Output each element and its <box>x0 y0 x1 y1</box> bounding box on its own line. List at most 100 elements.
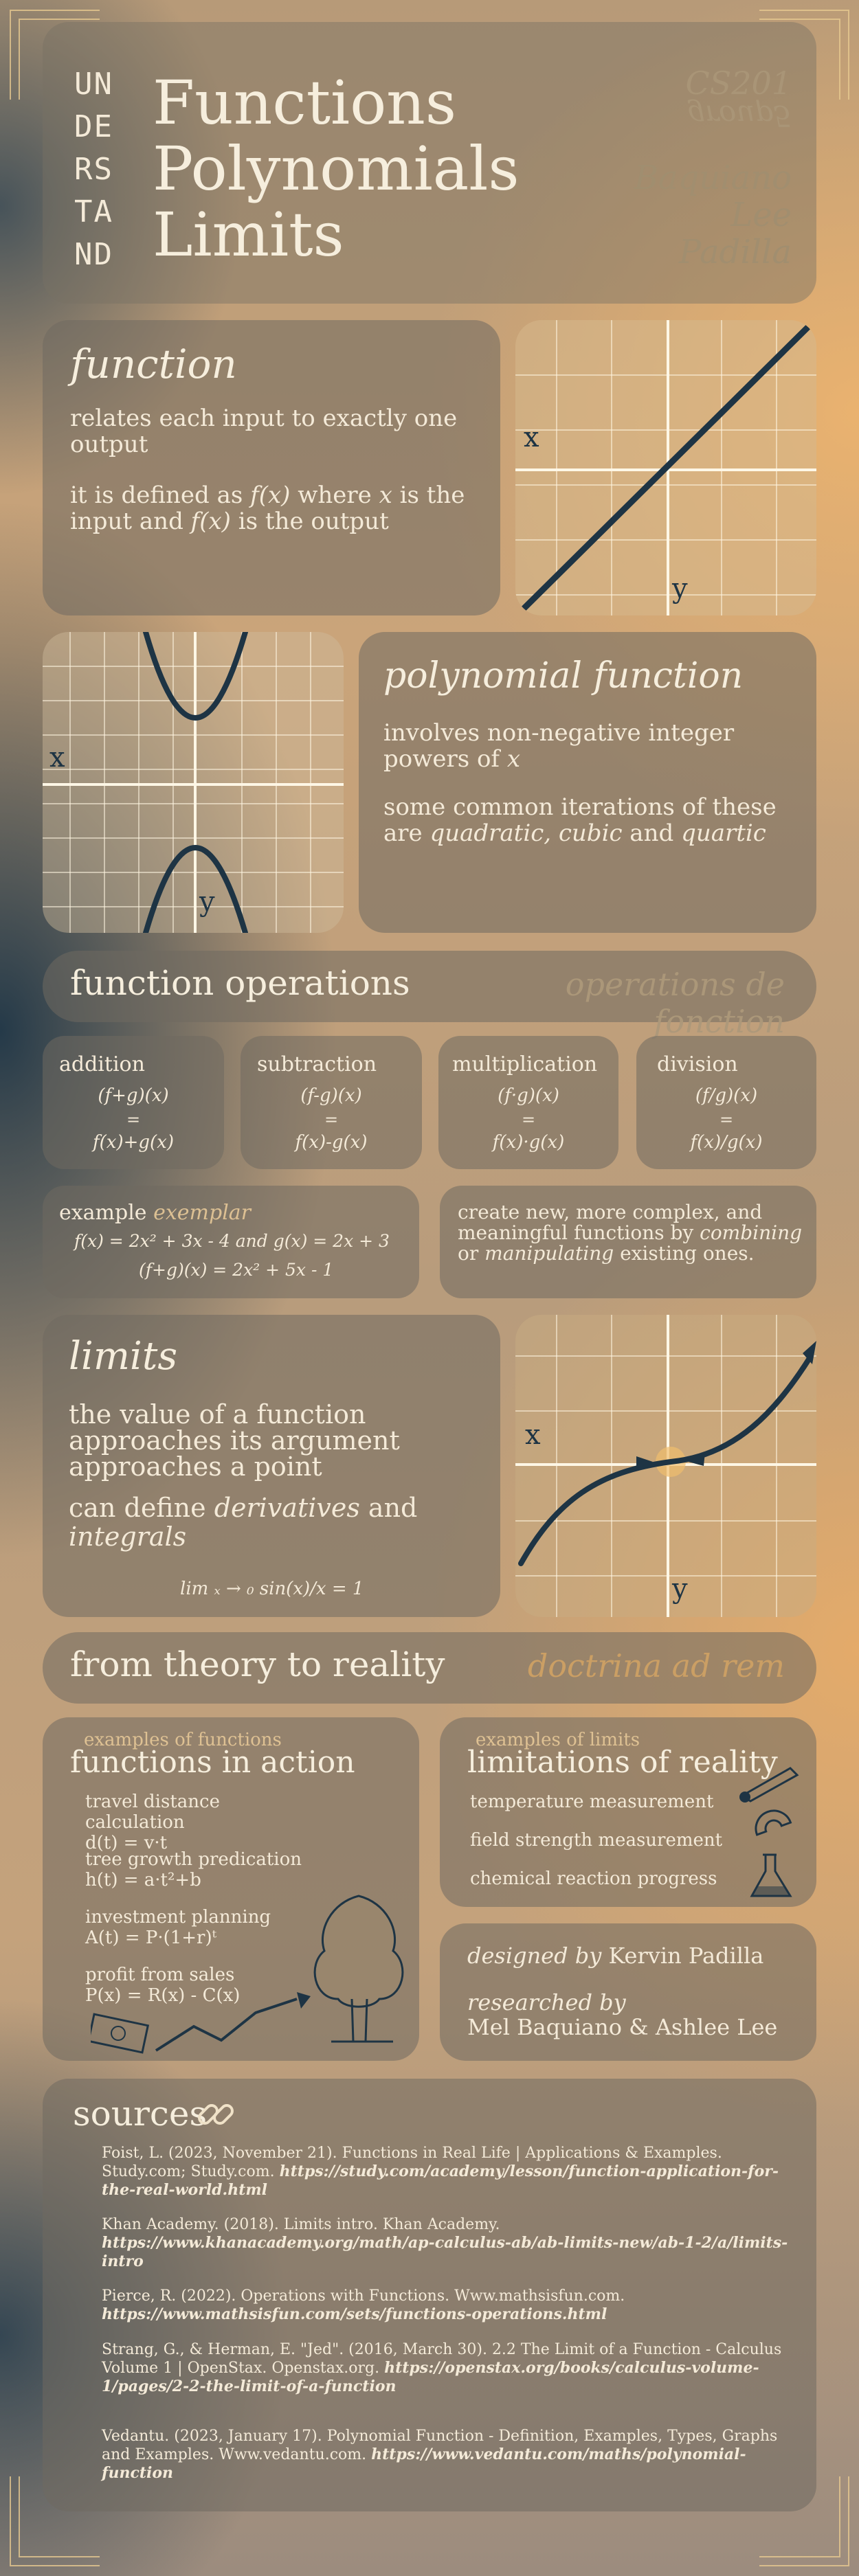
example-line2: (f+g)(x) = 2x² + 5x - 1 <box>139 1260 334 1280</box>
functions-action-heading: functions in action <box>70 1745 355 1780</box>
operation-name: addition <box>59 1052 145 1076</box>
polynomial-line2: some common iterations of these are quad… <box>383 793 777 847</box>
example-panel: example exemplar f(x) = 2x² + 3x - 4 and… <box>43 1186 419 1298</box>
graph-y-label: y <box>199 886 215 918</box>
operation-lhs: (f·g)(x) <box>498 1085 559 1106</box>
cubic-curve <box>518 1353 814 1566</box>
limitations-small-label: examples of limits <box>476 1730 640 1750</box>
fia-item: tree growth predication h(t) = a·t²+b <box>85 1849 302 1890</box>
understand-line: RS <box>74 152 113 187</box>
operation-lhs: (f+g)(x) <box>98 1085 169 1106</box>
operation-equals: = <box>126 1110 141 1129</box>
limitations-panel: examples of limits limitations of realit… <box>440 1717 816 1907</box>
polynomial-panel: polynomial function involves non-negativ… <box>359 632 816 933</box>
source-link[interactable]: https://www.vedantu.com/maths/polynomial… <box>102 2445 746 2482</box>
operation-name: division <box>657 1052 738 1076</box>
title-line: Functions <box>153 67 457 138</box>
graph-x-label: x <box>524 422 539 453</box>
understand-line: DE <box>74 109 113 144</box>
understand-line: UN <box>74 67 113 102</box>
corner-ornament-top-right <box>759 10 849 100</box>
source-entry: Strang, G., & Herman, E. "Jed". (2016, M… <box>102 2341 782 2395</box>
researched-by-label: researched by <box>467 1989 626 2015</box>
graph-x-label: x <box>49 742 65 773</box>
operation-rhs: f(x)-g(x) <box>295 1132 368 1153</box>
theory-heading: from theory to reality <box>70 1645 445 1684</box>
operations-latin: operations de fonction <box>565 966 785 1040</box>
source-link[interactable]: https://www.khanacademy.org/math/ap-calc… <box>102 2234 788 2270</box>
limit-graph-panel: x y <box>515 1315 816 1617</box>
source-link[interactable]: https://openstax.org/books/calculus-volu… <box>102 2359 759 2395</box>
title-line: Limits <box>153 199 344 270</box>
understand-line: TA <box>74 194 113 229</box>
upward-parabola <box>143 632 248 721</box>
limitations-heading: limitations of reality <box>467 1745 778 1780</box>
limitation-item: field strength measurement <box>470 1830 723 1851</box>
operations-description-panel: create new, more complex, and meaningful… <box>440 1186 816 1298</box>
function-line2: it is defined as f(x) where x is the inp… <box>70 482 465 535</box>
source-entry: Vedantu. (2023, January 17). Polynomial … <box>102 2428 778 2482</box>
linear-graph <box>515 320 816 615</box>
source-entry: Pierce, R. (2022). Operations with Funct… <box>102 2287 625 2323</box>
example-line1: f(x) = 2x² + 3x - 4 and g(x) = 2x + 3 <box>74 1231 390 1251</box>
operation-rhs: f(x)/g(x) <box>690 1132 763 1153</box>
author-name: Lee <box>730 196 792 234</box>
limits-panel: limits the value of a function approache… <box>43 1315 500 1617</box>
title-line: Polynomials <box>153 133 520 204</box>
operation-name: multiplication <box>452 1052 598 1076</box>
sources-panel: sources Foist, L. (2023, November 21). F… <box>43 2079 816 2511</box>
fia-item: investment planning A(t) = P·(1+r)ᵗ <box>85 1907 271 1948</box>
curve-arrowhead <box>803 1341 816 1364</box>
graph-y-label: y <box>672 1573 688 1605</box>
fia-item: travel distance calculation d(t) = v·t <box>85 1792 220 1853</box>
operation-equals: = <box>521 1110 536 1129</box>
corner-ornament-bottom-right <box>759 2476 849 2566</box>
sources-heading: sources <box>73 2094 208 2134</box>
example-heading: example exemplar <box>59 1201 252 1225</box>
function-panel: function relates each input to exactly o… <box>43 320 500 615</box>
limitation-item: chemical reaction progress <box>470 1868 717 1889</box>
designed-by: designed by Kervin Padilla <box>467 1943 764 1969</box>
credits-panel: designed by Kervin Padilla researched by… <box>440 1923 816 2061</box>
theory-latin: doctrina ad rem <box>527 1647 785 1684</box>
source-entry: Foist, L. (2023, November 21). Functions… <box>102 2145 779 2199</box>
thermometer-icon <box>739 1767 799 1803</box>
operations-header-panel: function operations operations de foncti… <box>43 951 816 1040</box>
polynomial-heading: polynomial function <box>383 655 744 697</box>
magnet-icon <box>755 1809 792 1836</box>
operation-card-division: division (f/g)(x) = f(x)/g(x) <box>636 1036 816 1169</box>
limit-graph <box>515 1315 816 1617</box>
source-entry: Khan Academy. (2018). Limits intro. Khan… <box>102 2216 788 2270</box>
functions-in-action-panel: examples of functions functions in actio… <box>43 1717 419 2061</box>
downward-parabola <box>143 845 248 933</box>
operation-rhs: f(x)+g(x) <box>93 1132 174 1153</box>
header-panel: UN DE RS TA ND Functions Polynomials Lim… <box>43 22 816 304</box>
parabola-graph <box>43 632 344 933</box>
limits-line1: the value of a function approaches its a… <box>69 1399 400 1482</box>
operation-card-multiplication: multiplication (f·g)(x) = f(x)·g(x) <box>438 1036 618 1169</box>
linear-graph-panel: x y <box>515 320 816 615</box>
operation-equals: = <box>324 1110 339 1129</box>
limit-formula: lim ₓ → ₀ sin(x)/x = 1 <box>180 1579 364 1599</box>
course-code: CS201 <box>685 65 792 102</box>
function-heading: function <box>70 341 237 387</box>
limits-heading: limits <box>69 1334 178 1379</box>
fia-item: profit from sales P(x) = R(x) - C(x) <box>85 1965 241 2006</box>
understand-line: ND <box>74 237 113 272</box>
limits-line2: can define derivatives and integrals <box>69 1493 418 1552</box>
operation-card-subtraction: subtraction (f-g)(x) = f(x)-g(x) <box>241 1036 422 1169</box>
link-icon <box>198 2104 234 2125</box>
author-name: Baquiano <box>634 159 792 197</box>
source-link[interactable]: https://www.mathsisfun.com/sets/function… <box>102 2305 607 2323</box>
operation-lhs: (f/g)(x) <box>695 1085 758 1106</box>
operations-description: create new, more complex, and meaningful… <box>458 1201 803 1265</box>
function-line1: relates each input to exactly one output <box>70 405 458 458</box>
tree-icon <box>313 1895 404 2043</box>
linear-function-line <box>516 320 816 615</box>
limitation-item: temperature measurement <box>470 1792 714 1812</box>
source-link[interactable]: https://study.com/academy/lesson/functio… <box>102 2162 779 2199</box>
approach-arrow-left <box>636 1456 653 1469</box>
operation-equals: = <box>719 1110 734 1129</box>
theory-header-panel: from theory to reality doctrina ad rem <box>43 1632 816 1704</box>
parabola-graph-panel: x y <box>43 632 344 933</box>
